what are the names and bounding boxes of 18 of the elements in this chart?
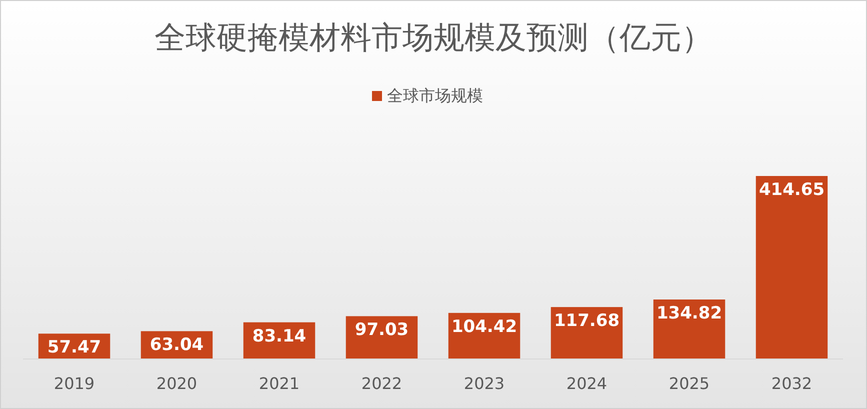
data-label: 104.42 [451,316,518,337]
x-tick-label: 2019 [54,374,95,393]
x-tick-label: 2032 [771,374,812,393]
data-label: 63.04 [150,335,204,356]
x-tick-label: 2025 [668,374,710,393]
data-label: 134.82 [656,304,722,324]
legend-label: 全球市场规模 [387,86,483,105]
x-tick-label: 2023 [464,374,505,393]
x-tick-label: 2022 [361,374,402,393]
data-label: 414.65 [758,180,825,200]
data-label: 97.03 [354,320,409,340]
data-label: 83.14 [252,326,306,346]
x-tick-label: 2024 [566,374,608,393]
data-label: 117.68 [554,311,620,332]
chart-title: 全球硬掩模材料市场规模及预测（亿元） [154,20,712,56]
x-tick-label: 2021 [258,374,300,393]
x-tick-label: 2020 [156,374,198,393]
data-label: 57.47 [47,338,102,358]
